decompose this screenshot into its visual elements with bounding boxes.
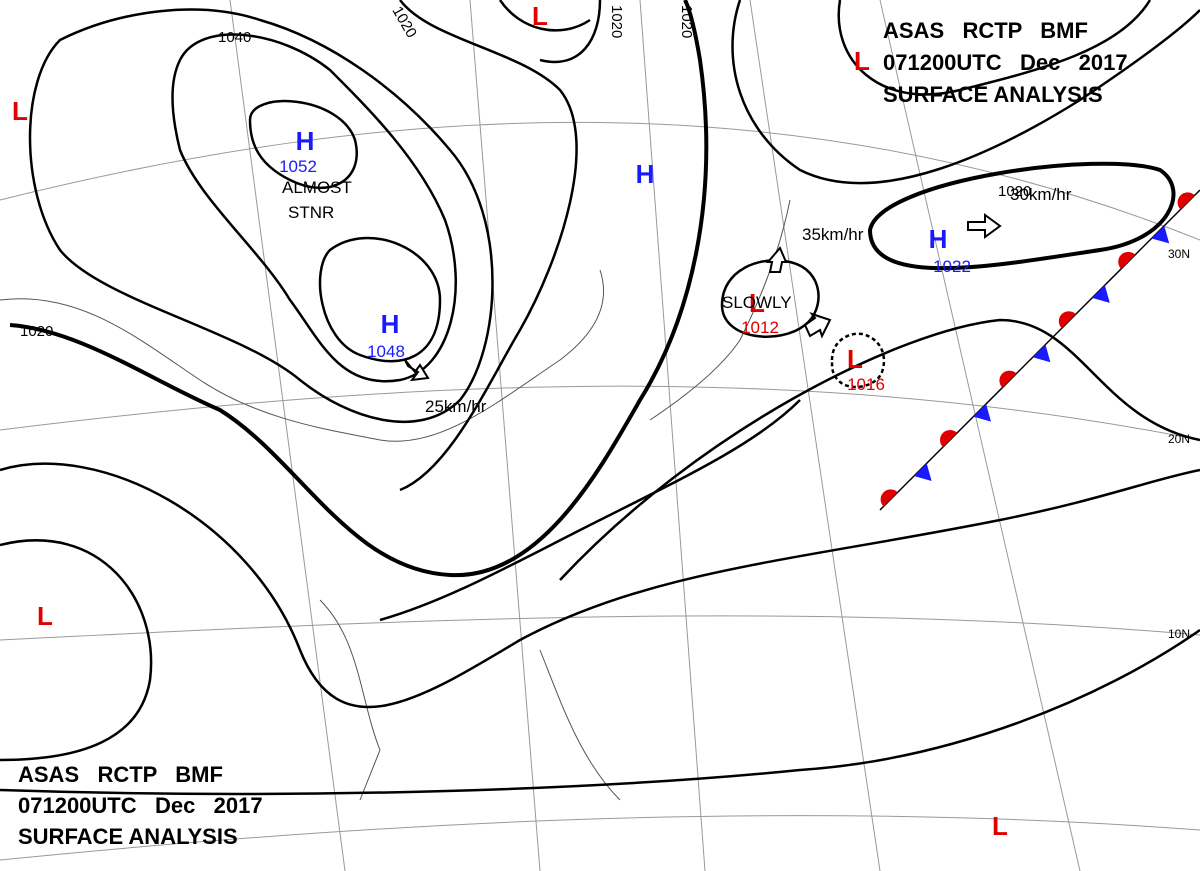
latitude-label: 30N: [1168, 247, 1190, 261]
cold-front-symbol: [1151, 225, 1170, 244]
warm-front-symbol: [880, 489, 898, 507]
motion-label: STNR: [288, 203, 334, 222]
center-symbol: H: [929, 224, 948, 254]
latitude-labels: 30N 20N 10N: [1168, 247, 1190, 641]
center-pressure: 1022: [933, 257, 971, 276]
center-pressure: 1048: [367, 342, 405, 361]
warm-front-symbol: [999, 370, 1017, 388]
isobar-label: 1020: [998, 183, 1031, 200]
isobar-label: 1040: [218, 29, 251, 46]
motion-label: 35km/hr: [802, 225, 864, 244]
motion-label: 25km/hr: [425, 397, 487, 416]
isobar-label: 1020: [608, 5, 625, 38]
center-pressure: 1052: [279, 157, 317, 176]
latitude-label: 20N: [1168, 432, 1190, 446]
header-line: ASAS RCTP BMF: [883, 18, 1088, 43]
cold-front-symbol: [1092, 285, 1110, 303]
header-line: ASAS RCTP BMF: [18, 762, 223, 787]
header-line: SURFACE ANALYSIS: [883, 82, 1103, 107]
stationary-front: [879, 189, 1200, 511]
center-symbol: L: [992, 811, 1008, 841]
latitude-label: 10N: [1168, 627, 1190, 641]
center-symbol: H: [636, 159, 655, 189]
center-symbol: H: [381, 309, 400, 339]
center-symbol: L: [749, 288, 765, 318]
cold-front-symbol: [913, 463, 932, 482]
warm-front-symbol: [940, 430, 958, 448]
center-pressure: 1016: [847, 375, 885, 394]
center-symbol: L: [12, 96, 28, 126]
isobars: [0, 0, 1200, 796]
motion-label: 30km/hr: [1010, 185, 1072, 204]
center-symbol: L: [37, 601, 53, 631]
center-symbol: L: [854, 46, 870, 76]
center-symbol: L: [532, 1, 548, 31]
motion-labels: ALMOST STNR 25km/hr 35km/hr 30km/hr SLOW…: [282, 178, 1072, 416]
pressure-centers: H 1052 H 1048 H H 1022 L 1012 L 1016 L L…: [12, 1, 1008, 841]
warm-front-symbol: [1058, 311, 1076, 329]
center-symbol: H: [296, 126, 315, 156]
center-pressure: 1012: [741, 318, 779, 337]
header-line: 071200UTC Dec 2017: [18, 793, 263, 818]
motion-arrows: [404, 213, 1002, 382]
header-line: SURFACE ANALYSIS: [18, 824, 238, 849]
isobar-label: 1020: [20, 323, 53, 340]
motion-label: ALMOST: [282, 178, 352, 197]
cold-front-symbol: [1032, 344, 1051, 363]
warm-front-symbol: [1177, 192, 1195, 210]
center-symbol: L: [847, 344, 863, 374]
header-top: ASAS RCTP BMF 071200UTC Dec 2017 SURFACE…: [883, 18, 1128, 107]
header-line: 071200UTC Dec 2017: [883, 50, 1128, 75]
warm-front-symbol: [1118, 251, 1136, 269]
header-bottom: ASAS RCTP BMF 071200UTC Dec 2017 SURFACE…: [18, 762, 263, 849]
cold-front-symbol: [973, 403, 992, 422]
motion-label: SLOWLY: [722, 293, 792, 312]
isobar-label: 1020: [678, 5, 695, 38]
